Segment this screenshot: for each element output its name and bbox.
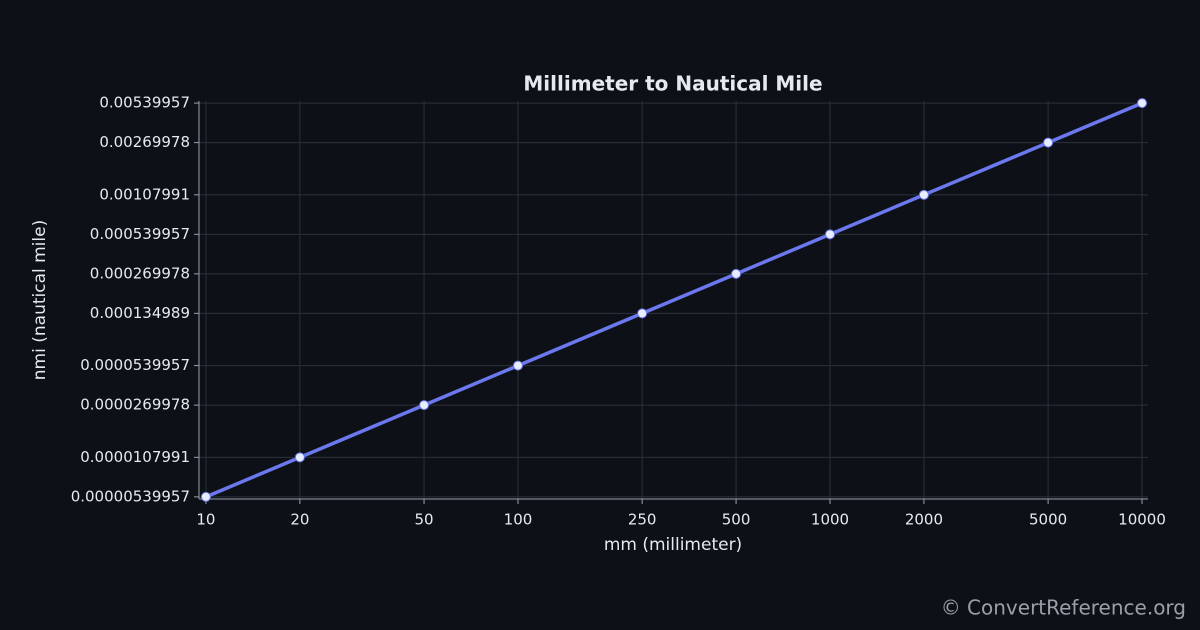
x-tick-label: 5000 — [1029, 511, 1067, 529]
x-tick-label: 10 — [196, 511, 215, 529]
y-axis-label: nmi (nautical mile) — [30, 220, 50, 380]
y-tick-label: 0.000269978 — [90, 264, 190, 282]
footer: © ConvertReference.org — [941, 596, 1186, 620]
y-tick-label: 0.00107991 — [99, 185, 190, 203]
data-point — [200, 491, 211, 502]
data-point — [419, 400, 430, 411]
y-tick-label: 0.00000539957 — [71, 487, 190, 505]
data-point — [294, 452, 305, 463]
data-point — [1137, 98, 1148, 109]
x-tick-label: 50 — [415, 511, 434, 529]
data-point — [918, 189, 929, 200]
data-point — [825, 229, 836, 240]
x-tick-label: 1000 — [811, 511, 849, 529]
x-tick-label: 100 — [504, 511, 533, 529]
data-point — [1043, 137, 1054, 148]
x-axis-label: mm (millimeter) — [604, 535, 742, 555]
y-tick-label: 0.0000539957 — [80, 356, 190, 374]
x-tick-label: 2000 — [905, 511, 943, 529]
y-tick-label: 0.000539957 — [90, 225, 190, 243]
data-point — [512, 360, 523, 371]
x-tick-label: 10000 — [1118, 511, 1166, 529]
x-tick-label: 250 — [628, 511, 657, 529]
data-point — [637, 308, 648, 319]
y-tick-label: 0.0000107991 — [80, 448, 190, 466]
y-tick-label: 0.0000269978 — [80, 396, 190, 414]
data-point — [731, 268, 742, 279]
y-tick-label: 0.00269978 — [99, 133, 190, 151]
chart-title: Millimeter to Nautical Mile — [523, 72, 822, 96]
y-tick-label: 0.00539957 — [99, 94, 190, 112]
data-line — [205, 101, 1143, 499]
x-tick-label: 20 — [290, 511, 309, 529]
y-tick-label: 0.000134989 — [90, 304, 190, 322]
x-tick-label: 500 — [722, 511, 751, 529]
